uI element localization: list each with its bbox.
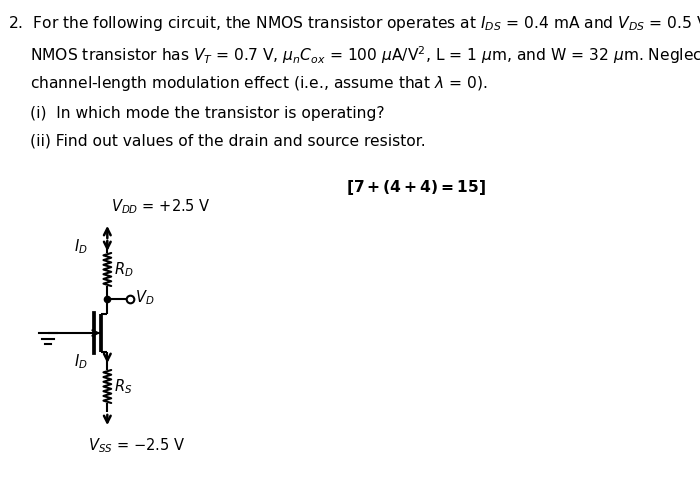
Text: $V_{DD}$ = +2.5 V: $V_{DD}$ = +2.5 V [111, 197, 211, 216]
Text: $R_D$: $R_D$ [114, 260, 134, 279]
Text: $I_D$: $I_D$ [74, 237, 88, 256]
Text: $\mathbf{[7 + (4 + 4) = 15]}$: $\mathbf{[7 + (4 + 4) = 15]}$ [346, 178, 486, 197]
Text: $V_D$: $V_D$ [135, 289, 154, 308]
Text: NMOS transistor has $V_T$ = 0.7 V, $\mu_n C_{ox}$ = 100 $\mu$A/V$^2$, L = 1 $\mu: NMOS transistor has $V_T$ = 0.7 V, $\mu_… [29, 44, 700, 65]
Text: (i)  In which mode the transistor is operating?: (i) In which mode the transistor is oper… [29, 106, 384, 121]
Text: channel-length modulation effect (i.e., assume that $\lambda$ = 0).: channel-length modulation effect (i.e., … [29, 74, 487, 93]
Text: $V_{SS}$ = $-$2.5 V: $V_{SS}$ = $-$2.5 V [88, 436, 185, 455]
Text: 2.  For the following circuit, the NMOS transistor operates at $I_{DS}$ = 0.4 mA: 2. For the following circuit, the NMOS t… [8, 14, 700, 33]
Text: $R_S$: $R_S$ [114, 377, 133, 396]
Text: (ii) Find out values of the drain and source resistor.: (ii) Find out values of the drain and so… [29, 134, 426, 149]
Text: $I_D$: $I_D$ [74, 352, 88, 371]
